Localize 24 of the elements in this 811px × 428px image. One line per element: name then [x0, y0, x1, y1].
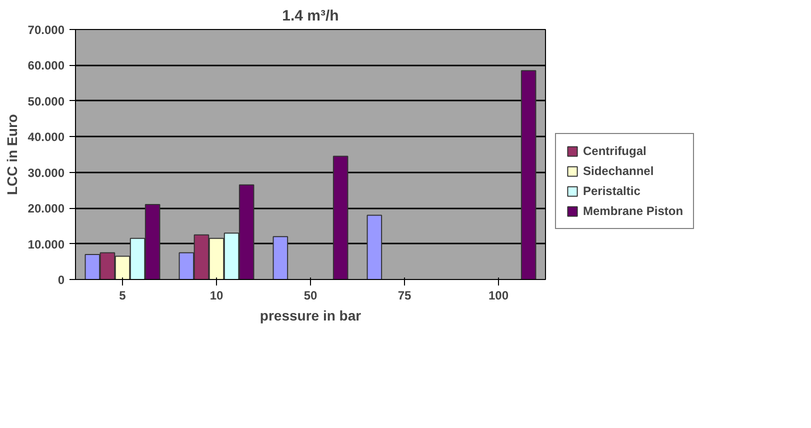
chart-title: 1.4 m³/h [282, 8, 339, 24]
legend-label: Centrifugal [583, 144, 646, 158]
x-tick-label: 75 [398, 288, 412, 302]
legend-label: Sidechannel [583, 164, 654, 178]
y-tick-label: 20.000 [28, 202, 65, 216]
y-tick-label: 60.000 [28, 58, 65, 73]
x-axis-title: pressure in bar [260, 308, 362, 324]
y-tick-label: 10.000 [28, 237, 65, 252]
bar [366, 214, 382, 280]
y-tick-label: 40.000 [28, 130, 65, 144]
y-tick-label: 70.000 [28, 23, 65, 37]
y-tick-label: 30.000 [28, 166, 65, 180]
legend-label: Membrane Piston [583, 204, 684, 218]
x-tick-label: 10 [210, 288, 224, 302]
x-tick-label: 100 [488, 288, 509, 302]
x-tick-label: 50 [304, 288, 318, 302]
bar [520, 70, 536, 280]
x-tick-label: 5 [119, 288, 126, 302]
y-tick-label: 50.000 [28, 94, 65, 108]
bar [272, 236, 288, 280]
y-axis-title: LCC in Euro [4, 114, 20, 195]
bar [332, 156, 348, 280]
legend-label: Peristaltic [583, 184, 640, 198]
y-tick-label: 0 [58, 273, 65, 287]
